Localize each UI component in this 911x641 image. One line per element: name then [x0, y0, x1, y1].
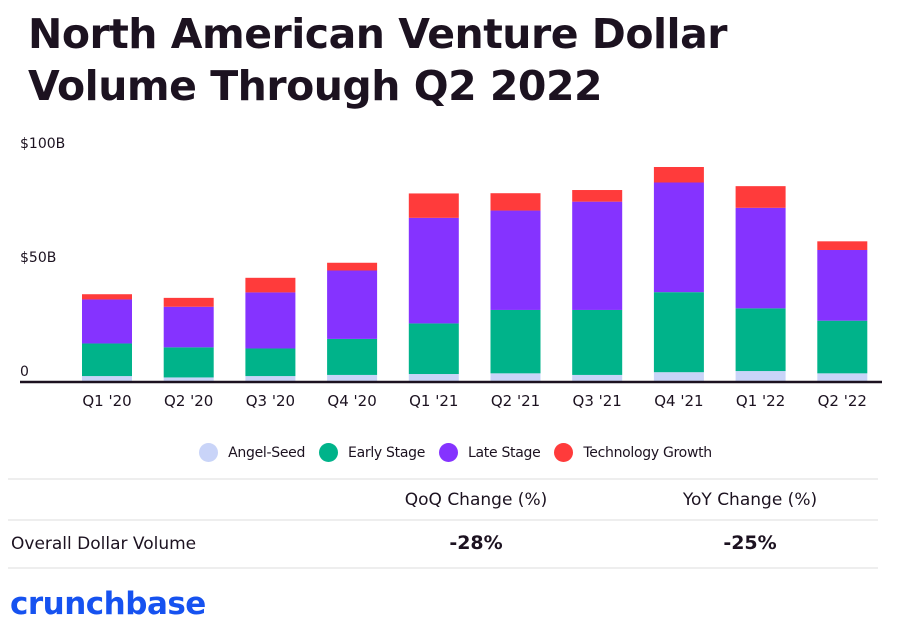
bar-segment-angel-seed	[327, 374, 378, 382]
bar-segment-early-stage	[82, 343, 132, 377]
bar-segment-technology-growth	[572, 190, 623, 202]
row-label: Overall Dollar Volume	[11, 534, 197, 554]
bar-segment-early-stage	[163, 347, 214, 378]
bar-segment-early-stage	[245, 348, 296, 377]
bar-segment-technology-growth	[245, 277, 296, 293]
bar-segment-late-stage	[408, 217, 459, 324]
bar-segment-early-stage	[408, 323, 459, 375]
x-tick-label: Q4 '20	[327, 392, 376, 410]
legend-label: Late Stage	[468, 444, 541, 461]
x-tick-label: Q4 '21	[654, 392, 703, 410]
legend-item: Early Stage	[319, 443, 425, 462]
qoq-value: -28%	[449, 532, 503, 554]
x-tick-label: Q3 '21	[573, 392, 622, 410]
bar-segment-early-stage	[735, 308, 786, 372]
bar-segment-technology-growth	[817, 241, 868, 250]
bar-segment-angel-seed	[653, 372, 704, 382]
bar-segment-early-stage	[817, 320, 868, 374]
x-tick-label: Q3 '20	[246, 392, 295, 410]
table-divider	[8, 478, 878, 480]
bar-segment-late-stage	[327, 270, 378, 339]
legend: Angel-Seed Early Stage Late Stage Technolog…	[0, 443, 911, 462]
bar-segment-technology-growth	[490, 193, 541, 211]
y-tick-label: $50B	[20, 250, 56, 266]
x-tick-label: Q2 '20	[164, 392, 213, 410]
bar-segment-late-stage	[245, 292, 296, 349]
bar-segment-late-stage	[163, 306, 214, 348]
legend-swatch-icon	[439, 443, 459, 462]
legend-swatch-icon	[319, 443, 339, 462]
legend-label: Early Stage	[348, 444, 426, 461]
bar-segment-angel-seed	[163, 377, 214, 382]
bar-segment-late-stage	[490, 210, 541, 310]
bar-segment-late-stage	[817, 249, 868, 321]
table-divider	[8, 567, 878, 569]
legend-swatch-icon	[199, 443, 219, 462]
legend-item: Angel-Seed	[199, 443, 305, 462]
bar-segment-technology-growth	[408, 193, 459, 218]
bar-segment-late-stage	[653, 182, 704, 293]
bar-segment-technology-growth	[327, 262, 378, 271]
x-tick-label: Q2 '21	[491, 392, 540, 410]
qoq-header: QoQ Change (%)	[404, 490, 548, 510]
x-tick-label: Q1 '21	[409, 392, 458, 410]
bar-segment-early-stage	[327, 338, 378, 375]
bar-segment-late-stage	[572, 201, 623, 310]
y-tick-label: 0	[20, 364, 29, 380]
legend-swatch-icon	[554, 443, 574, 462]
bar-segment-late-stage	[735, 207, 786, 309]
bar-segment-early-stage	[653, 292, 704, 373]
stacked-bar-chart: 0 $50B $100B Q1 '20 Q2 '20 Q3 '20 Q4 '20 Q1 '2…	[20, 136, 882, 410]
bar-segment-angel-seed	[82, 376, 132, 382]
bar-segment-early-stage	[572, 309, 623, 375]
x-tick-label: Q1 '20	[82, 392, 131, 410]
chart-title: North American Venture Dollar Volume Thr…	[28, 10, 728, 110]
bar-segment-angel-seed	[735, 371, 786, 382]
bar-segment-angel-seed	[817, 373, 868, 382]
x-tick-label: Q1 '22	[736, 392, 785, 410]
bar-segment-angel-seed	[490, 373, 541, 382]
bar-segment-early-stage	[490, 309, 541, 374]
bar-segment-late-stage	[82, 299, 132, 344]
bar-segment-technology-growth	[653, 166, 704, 183]
bar-segment-technology-growth	[735, 186, 786, 208]
crunchbase-logo: crunchbase	[10, 586, 206, 622]
legend-label: Technology Growth	[583, 444, 712, 461]
legend-item: Technology Growth	[554, 443, 712, 462]
bar-segment-angel-seed	[572, 374, 623, 382]
table-divider	[8, 519, 878, 521]
bar-segment-angel-seed	[245, 376, 296, 382]
x-tick-label: Q2 '22	[818, 392, 867, 410]
bar-segment-angel-seed	[408, 374, 459, 382]
yoy-header: YoY Change (%)	[682, 490, 818, 510]
bar-segment-technology-growth	[163, 297, 214, 307]
legend-item: Late Stage	[439, 443, 541, 462]
yoy-value: -25%	[723, 532, 777, 554]
y-tick-label: $100B	[20, 136, 65, 152]
bar-segment-technology-growth	[82, 294, 132, 300]
legend-label: Angel-Seed	[228, 444, 306, 461]
